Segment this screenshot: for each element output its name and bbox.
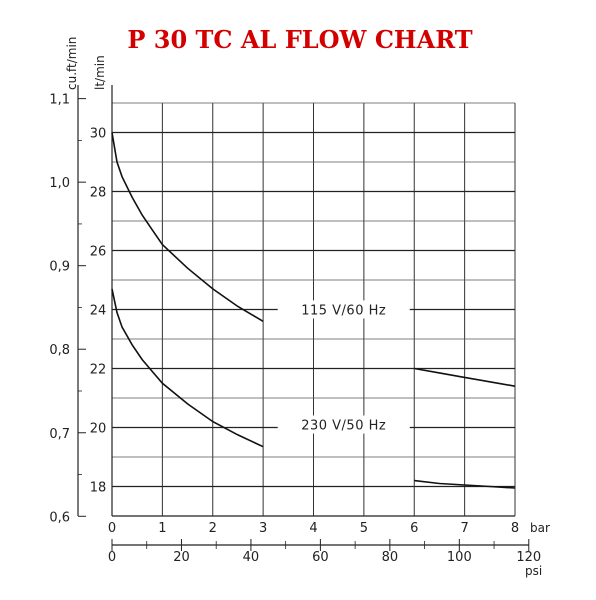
lt-min-tick-label: 18 xyxy=(90,481,107,496)
tick-labels: 18202224262830lt/min0,60,70,80,91,01,1cu… xyxy=(49,37,550,578)
bar-tick-label: 0 xyxy=(108,521,116,536)
cu-ft-min-tick-label: 1,1 xyxy=(49,93,70,108)
bar-tick-label: 5 xyxy=(360,521,368,536)
lt-min-tick-label: 22 xyxy=(90,363,107,378)
bar-tick-label: 6 xyxy=(410,521,418,536)
lt-min-axis-label: lt/min xyxy=(93,55,107,90)
series-line-2 xyxy=(111,288,264,448)
psi-tick-label: 40 xyxy=(243,550,260,565)
bar-tick-label: 1 xyxy=(158,521,166,536)
psi-tick-label: 0 xyxy=(108,550,116,565)
psi-tick-label: 80 xyxy=(382,550,399,565)
series-label-background xyxy=(277,415,410,434)
grid xyxy=(111,102,516,516)
series-lines xyxy=(111,132,516,489)
bar-tick-label: 7 xyxy=(460,521,468,536)
bar-tick-label: 2 xyxy=(209,521,217,536)
series-label-2: 230 V/50 Hz xyxy=(301,419,386,434)
psi-tick-label: 60 xyxy=(312,550,329,565)
series-labels: 115 V/60 Hz 230 V/50 Hz xyxy=(277,300,410,434)
series-line-1 xyxy=(414,367,516,387)
cu-ft-min-axis-label: cu.ft/min xyxy=(65,37,79,90)
bar-tick-label: 4 xyxy=(309,521,317,536)
cu-ft-min-tick-label: 0,6 xyxy=(49,510,70,525)
cu-ft-min-tick-label: 0,7 xyxy=(49,427,70,442)
psi-tick-label: 100 xyxy=(447,550,472,565)
lt-min-tick-label: 26 xyxy=(90,245,107,260)
bar-axis-label: bar xyxy=(530,521,550,535)
cu-ft-min-tick-label: 1,0 xyxy=(49,176,70,191)
lt-min-tick-label: 20 xyxy=(90,422,107,437)
chart-title: P 30 TC AL FLOW CHART xyxy=(127,25,472,54)
lt-min-tick-label: 30 xyxy=(90,127,107,142)
axes xyxy=(77,85,530,551)
cu-ft-min-tick-label: 0,8 xyxy=(49,343,70,358)
psi-tick-label: 120 xyxy=(516,550,541,565)
bar-tick-label: 3 xyxy=(259,521,267,536)
lt-min-tick-label: 28 xyxy=(90,186,107,201)
lt-min-tick-label: 24 xyxy=(90,304,107,319)
series-label-1: 115 V/60 Hz xyxy=(301,303,386,318)
cu-ft-min-tick-label: 0,9 xyxy=(49,260,70,275)
psi-axis-label: psi xyxy=(525,564,542,578)
bar-tick-label: 8 xyxy=(511,521,519,536)
series-label-background xyxy=(277,300,410,319)
psi-tick-label: 20 xyxy=(173,550,190,565)
series-line-2 xyxy=(414,479,516,489)
series-line-1 xyxy=(111,132,264,322)
